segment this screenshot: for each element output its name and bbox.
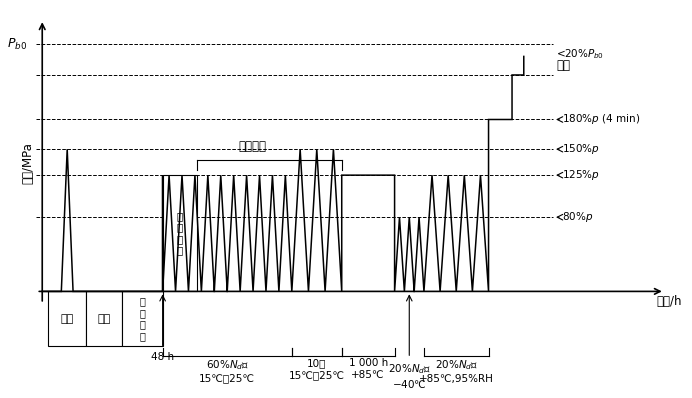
Text: 化
学
暴
露: 化 学 暴 露 — [176, 211, 183, 256]
Text: 耐压: 耐压 — [61, 314, 74, 324]
Text: <20%$P_{b0}$: <20%$P_{b0}$ — [556, 48, 604, 61]
Text: 时间/h: 时间/h — [656, 295, 682, 308]
Text: 20%$N_d$次
+85℃,95%RH: 20%$N_d$次 +85℃,95%RH — [419, 358, 493, 384]
Text: 150%$p$: 150%$p$ — [562, 142, 600, 156]
Text: $P_{b0}$: $P_{b0}$ — [8, 37, 28, 52]
Text: 爆破: 爆破 — [556, 59, 570, 72]
Bar — [163, 175, 197, 291]
Text: 48 h: 48 h — [151, 352, 174, 362]
Bar — [86, 291, 122, 346]
Text: 化学暴露: 化学暴露 — [238, 140, 266, 153]
Bar — [48, 291, 86, 346]
Text: 80%$p$: 80%$p$ — [562, 210, 593, 224]
Text: 60%$N_d$次
15℃～25℃: 60%$N_d$次 15℃～25℃ — [199, 358, 255, 384]
Text: 压力/MPa: 压力/MPa — [21, 142, 34, 184]
Text: 125%$p$: 125%$p$ — [562, 168, 600, 182]
Text: 180%$p$ (4 min): 180%$p$ (4 min) — [562, 113, 640, 127]
Text: 1 000 h
+85℃: 1 000 h +85℃ — [349, 358, 388, 380]
Text: 10次
15℃～25℃: 10次 15℃～25℃ — [289, 358, 345, 380]
Text: 20%$N_d$次
$-40$℃: 20%$N_d$次 $-40$℃ — [388, 362, 431, 390]
Text: 跌落: 跌落 — [98, 314, 111, 324]
Text: 表
面
损
伤: 表 面 损 伤 — [139, 296, 145, 341]
Bar — [122, 291, 163, 346]
